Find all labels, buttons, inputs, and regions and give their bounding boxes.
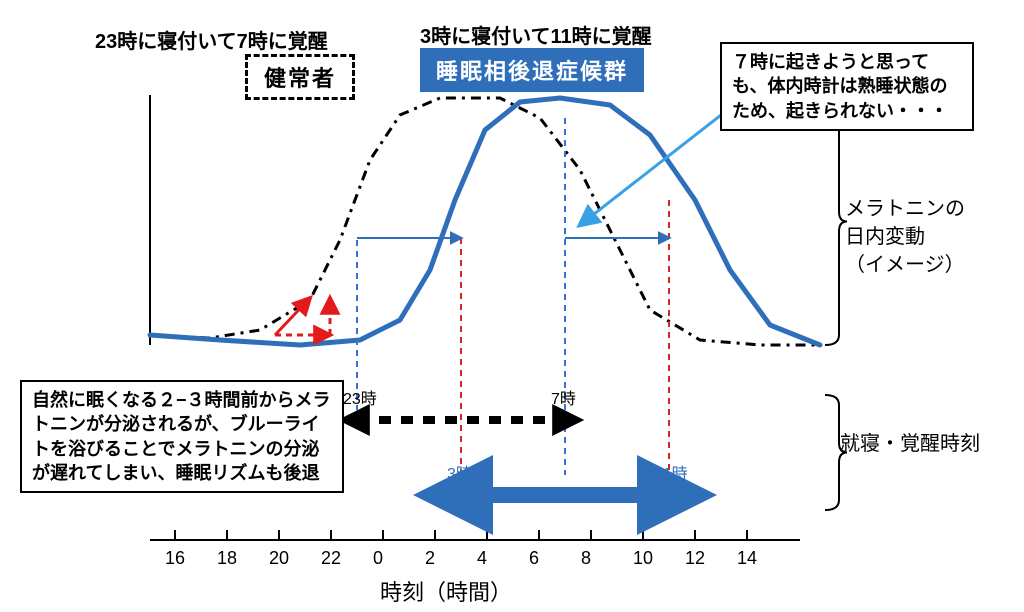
x-axis-title: 時刻（時間） <box>380 575 512 607</box>
x-tick: 0 <box>373 548 383 569</box>
time-marker-label: 7時 <box>551 385 576 409</box>
callout-cannot-wake: ７時に起きようと思っても、体内時計は熟睡状態のため、起きられない・・・ <box>720 42 974 131</box>
callout-bluelight: 自然に眠くなる２−３時間前からメラトニンが分泌されるが、ブルーライトを浴びること… <box>20 380 344 493</box>
x-tick: 4 <box>477 548 487 569</box>
time-marker-label: 3時 <box>447 460 472 484</box>
x-tick: 18 <box>217 548 237 569</box>
x-tick: 12 <box>685 548 705 569</box>
x-tick: 2 <box>425 548 435 569</box>
x-tick: 10 <box>633 548 653 569</box>
x-tick: 14 <box>737 548 757 569</box>
time-marker-label: 23時 <box>343 385 377 409</box>
x-tick: 6 <box>529 548 539 569</box>
x-tick: 22 <box>321 548 341 569</box>
right-label-sleepwake: 就寝・覚醒時刻 <box>840 430 980 458</box>
x-tick: 8 <box>581 548 591 569</box>
right-label-melatonin: メラトニンの日内変動（イメージ） <box>845 195 965 279</box>
x-tick: 16 <box>165 548 185 569</box>
chart-stage: 23時に寝付いて7時に覚醒 3時に寝付いて11時に覚醒 健常者 睡眠相後退症候群… <box>0 0 1024 612</box>
x-tick: 20 <box>269 548 289 569</box>
time-marker-label: 11時 <box>655 460 688 484</box>
